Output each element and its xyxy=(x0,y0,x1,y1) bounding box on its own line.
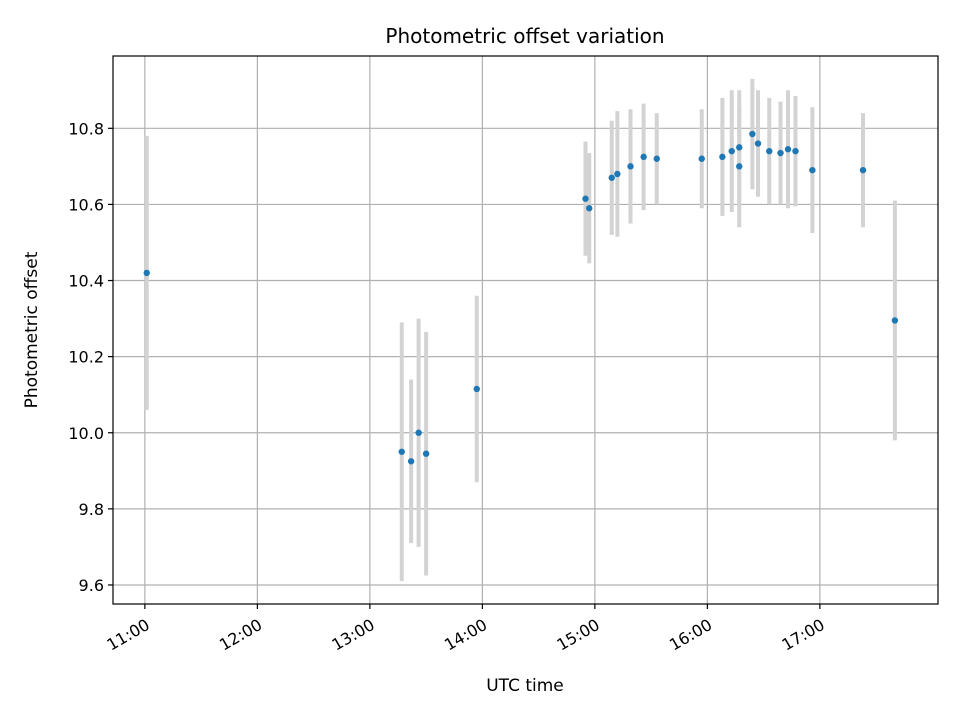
x-tick-label: 17:00 xyxy=(778,615,827,655)
y-tick-label: 9.8 xyxy=(79,500,104,519)
x-tick-label: 15:00 xyxy=(553,615,602,655)
grid-lines xyxy=(113,56,938,604)
data-point xyxy=(608,174,615,181)
x-tick-label: 11:00 xyxy=(103,615,152,655)
data-point xyxy=(859,166,867,174)
data-point xyxy=(809,166,816,174)
data-point xyxy=(891,317,899,324)
data-point xyxy=(473,385,480,393)
data-point xyxy=(582,195,589,202)
data-point xyxy=(792,147,799,155)
data-point xyxy=(749,130,756,138)
y-tick-label: 9.6 xyxy=(79,576,104,595)
x-tick-label: 16:00 xyxy=(666,615,715,655)
data-point xyxy=(398,448,405,455)
y-tick-label: 10.0 xyxy=(68,424,104,443)
y-tick-label: 10.4 xyxy=(68,272,104,291)
x-tick-label: 12:00 xyxy=(216,615,265,655)
chart-title: Photometric offset variation xyxy=(385,24,664,48)
data-point xyxy=(784,146,792,153)
y-tick-label: 10.2 xyxy=(68,348,104,367)
data-point xyxy=(627,163,634,170)
data-point xyxy=(586,205,593,212)
x-tick-label: 13:00 xyxy=(328,615,377,655)
data-point xyxy=(754,140,762,147)
data-point xyxy=(143,269,150,277)
data-point xyxy=(728,147,735,155)
data-point xyxy=(653,155,660,162)
y-tick-label: 10.6 xyxy=(68,195,104,214)
data-points xyxy=(143,130,899,465)
y-axis-label: Photometric offset xyxy=(22,251,42,408)
plot-frame xyxy=(112,55,939,605)
y-tick-label: 10.8 xyxy=(68,119,104,138)
data-point xyxy=(766,147,773,155)
data-point xyxy=(407,458,415,465)
data-point xyxy=(736,144,743,151)
data-point xyxy=(422,450,430,457)
data-point xyxy=(614,170,621,178)
data-point xyxy=(415,429,422,436)
x-axis-label: UTC time xyxy=(486,676,564,696)
data-point xyxy=(698,155,705,162)
y-axis-ticks: 9.6 9.8 10.0 10.2 10.4 10.6 10.8 xyxy=(68,119,113,595)
x-tick-label: 14:00 xyxy=(441,615,490,655)
data-point xyxy=(640,153,647,161)
data-point xyxy=(736,163,743,170)
data-point xyxy=(719,153,726,161)
x-axis-ticks: 11:00 12:00 13:00 14:00 15:00 16:00 17:00 xyxy=(103,604,828,655)
data-point xyxy=(777,149,784,157)
